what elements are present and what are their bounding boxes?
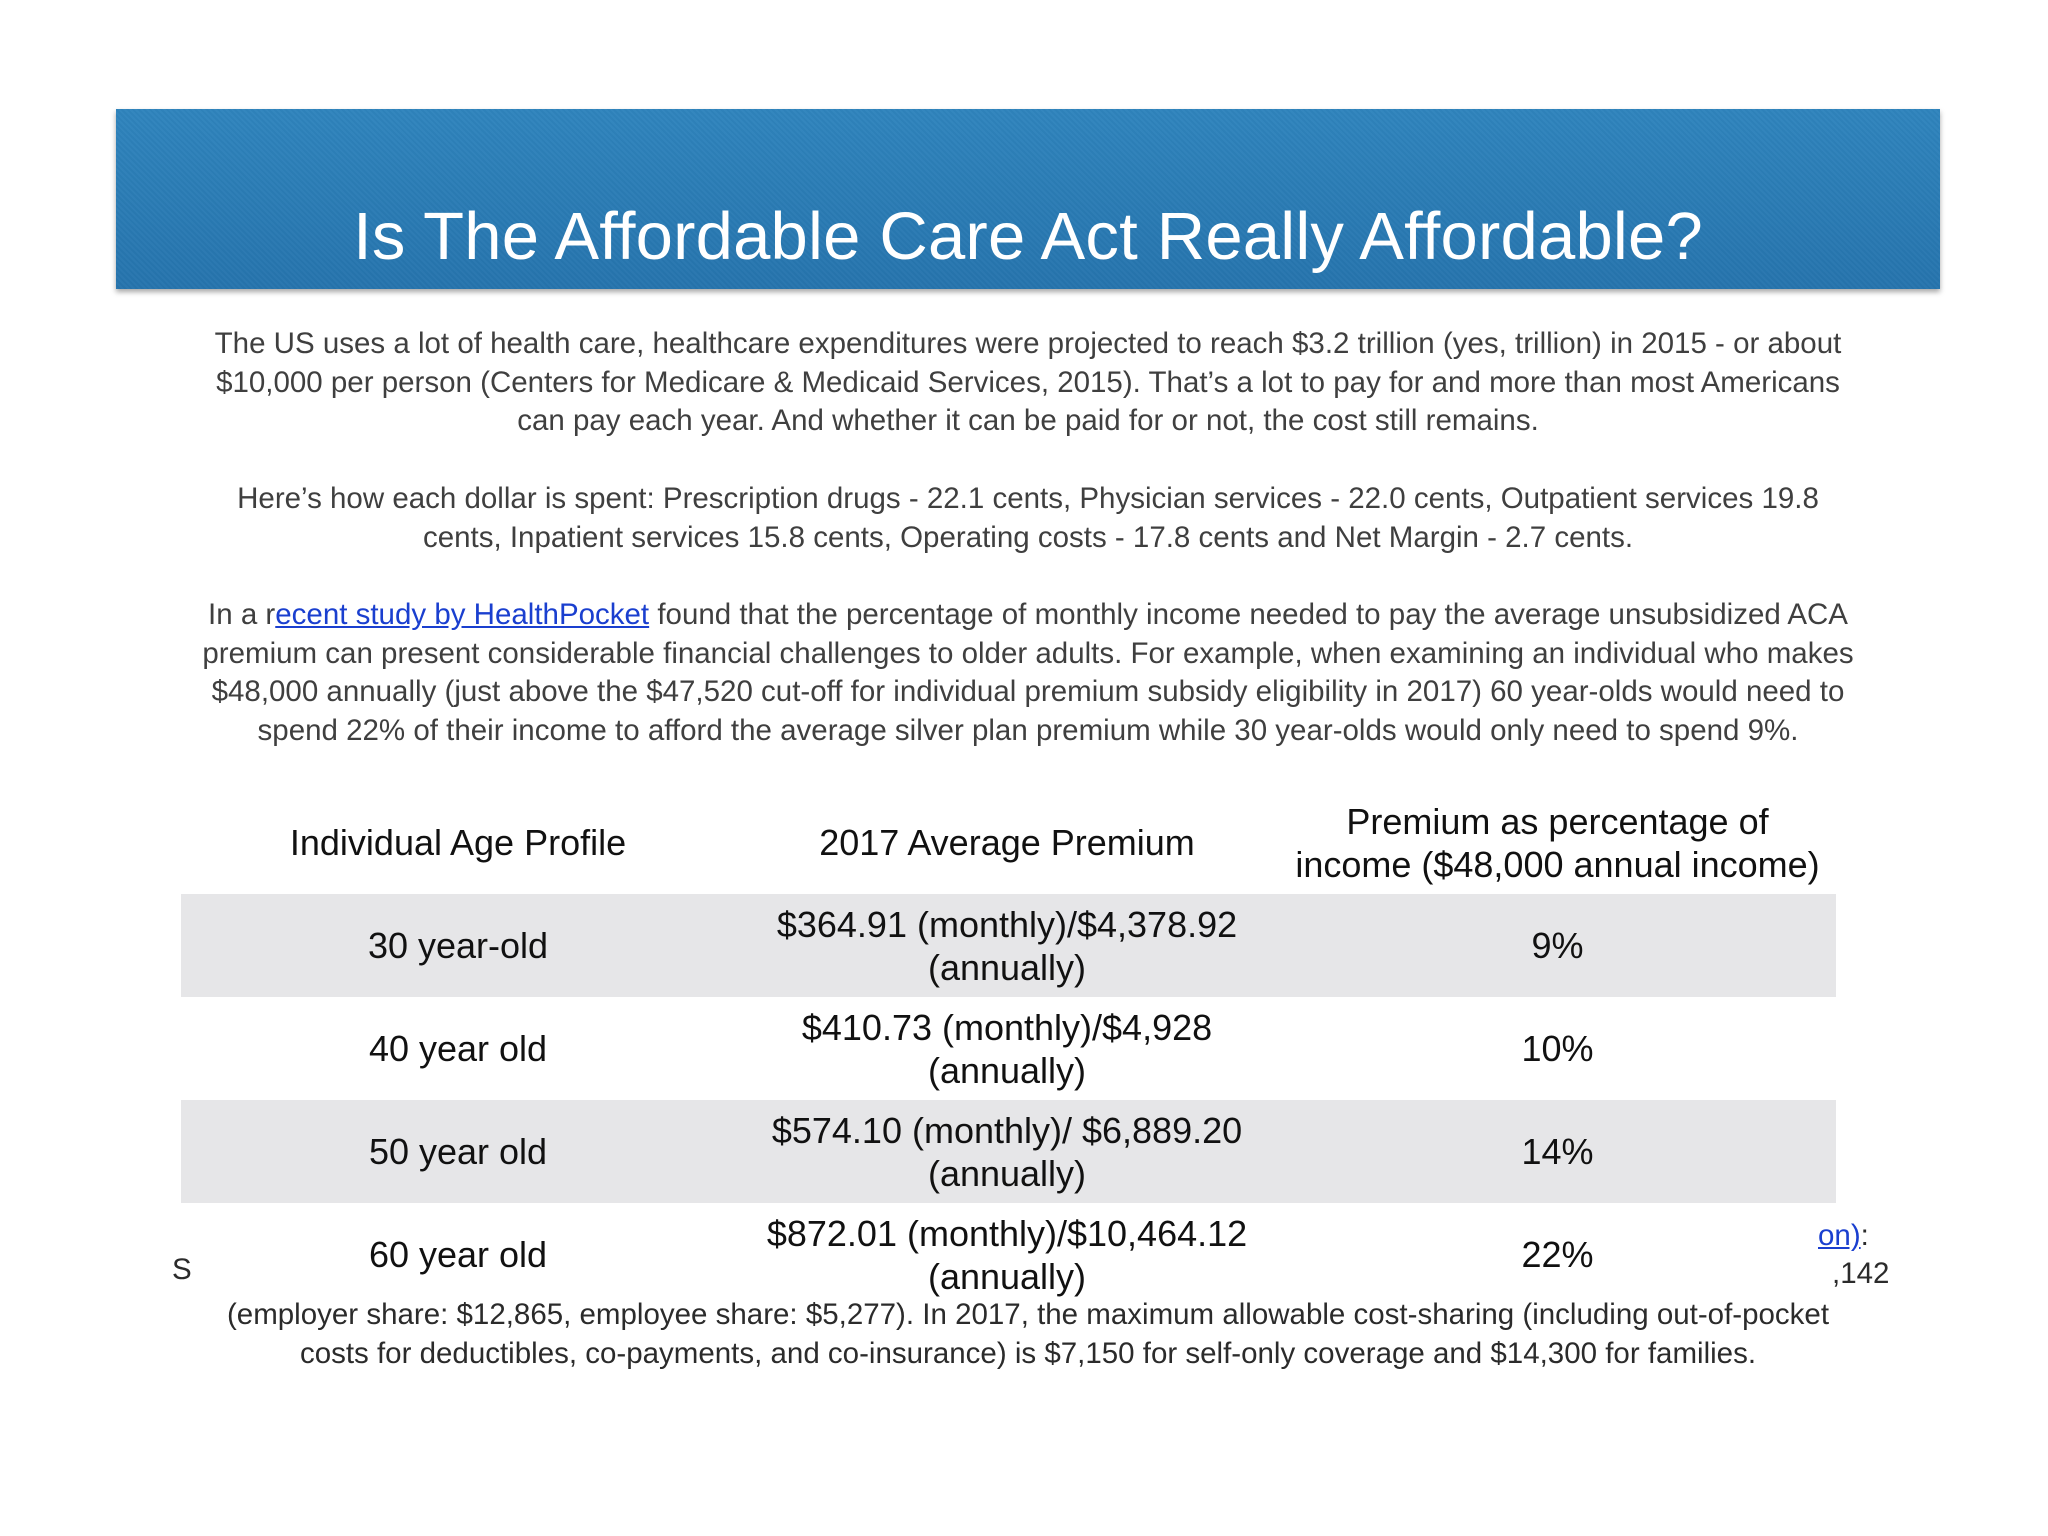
table-row: 40 year old $410.73 (monthly)/$4,928 (an… [181, 997, 1836, 1100]
cell-premium: $410.73 (monthly)/$4,928 (annually) [735, 1006, 1279, 1092]
obscured-link-fragment[interactable]: on): [1818, 1219, 1869, 1253]
cell-premium: $574.10 (monthly)/ $6,889.20 (annually) [735, 1109, 1279, 1195]
link-colon: : [1860, 1219, 1869, 1252]
header-average-premium: 2017 Average Premium [735, 821, 1279, 864]
age-value: 30 year-old [367, 925, 549, 966]
spending-line: Here’s how each dollar is spent: Prescri… [237, 482, 1819, 515]
cell-premium: $872.01 (monthly)/$10,464.12 (annually) [735, 1212, 1279, 1298]
header-age-profile: Individual Age Profile [181, 821, 735, 864]
intro-paragraph: The US uses a lot of health care, health… [116, 325, 1940, 441]
premium-period: (annually) [927, 1152, 1087, 1194]
cell-age: 60 year old [181, 1233, 735, 1276]
cell-age: 50 year old [181, 1130, 735, 1173]
slide-title: Is The Affordable Care Act Really Afford… [353, 199, 1703, 274]
table-header-row: Individual Age Profile 2017 Average Prem… [181, 791, 1836, 894]
cell-percent: 14% [1279, 1130, 1836, 1173]
age-value: 50 year old [368, 1131, 548, 1172]
premium-period: (annually) [927, 1255, 1087, 1297]
intro-line: $10,000 per person (Centers for Medicare… [216, 365, 1840, 399]
cost-sharing-line: (employer share: $12,865, employee share… [226, 1298, 1830, 1331]
premium-value: $410.73 (monthly)/$4,928 [801, 1006, 1213, 1048]
percent-value: 14% [1521, 1131, 1594, 1172]
cell-percent: 9% [1279, 924, 1836, 967]
study-line: $48,000 annually (just above the $47,520… [211, 675, 1845, 709]
cost-sharing-paragraph: (employer share: $12,865, employee share… [116, 1296, 1940, 1373]
intro-line: The US uses a lot of health care, health… [214, 327, 1842, 360]
obscured-number-fragment: ,142 [1832, 1257, 1890, 1290]
obscured-text-fragment: S [172, 1253, 192, 1286]
title-banner: Is The Affordable Care Act Really Afford… [116, 109, 1940, 289]
header-percent-line: income ($48,000 annual income) [1295, 843, 1820, 885]
source-link[interactable]: on) [1818, 1219, 1861, 1252]
spending-paragraph: Here’s how each dollar is spent: Prescri… [116, 480, 1940, 557]
cell-age: 40 year old [181, 1027, 735, 1070]
spending-line: cents, Inpatient services 15.8 cents, Op… [422, 520, 1634, 554]
study-paragraph: In a recent study by HealthPocket found … [116, 596, 1940, 751]
premium-value: $574.10 (monthly)/ $6,889.20 [771, 1109, 1243, 1151]
study-suffix: found that the percentage of monthly inc… [649, 598, 1848, 631]
premium-value: $364.91 (monthly)/$4,378.92 [776, 903, 1238, 945]
study-prefix: In a r [208, 598, 276, 631]
intro-line: can pay each year. And whether it can be… [517, 404, 1539, 438]
study-line-first: In a recent study by HealthPocket found … [116, 596, 1940, 635]
table-row: 30 year-old $364.91 (monthly)/$4,378.92 … [181, 894, 1836, 997]
cell-percent: 22% [1279, 1233, 1836, 1276]
header-percent-line: Premium as percentage of [1346, 800, 1769, 842]
study-line: premium can present considerable financi… [202, 636, 1854, 670]
percent-value: 9% [1531, 925, 1584, 966]
cost-sharing-line: costs for deductibles, co-payments, and … [299, 1336, 1757, 1370]
table-row: 60 year old $872.01 (monthly)/$10,464.12… [181, 1203, 1836, 1306]
study-line: spend 22% of their income to afford the … [257, 714, 1799, 748]
header-premium-label: 2017 Average Premium [819, 822, 1195, 863]
percent-value: 22% [1521, 1234, 1594, 1275]
cell-premium: $364.91 (monthly)/$4,378.92 (annually) [735, 903, 1279, 989]
table-row: 50 year old $574.10 (monthly)/ $6,889.20… [181, 1100, 1836, 1203]
header-age-label: Individual Age Profile [289, 822, 627, 863]
cell-age: 30 year-old [181, 924, 735, 967]
premium-table: Individual Age Profile 2017 Average Prem… [181, 791, 1836, 1306]
premium-value: $872.01 (monthly)/$10,464.12 [766, 1212, 1248, 1254]
cell-percent: 10% [1279, 1027, 1836, 1070]
healthpocket-study-link[interactable]: ecent study by HealthPocket [275, 598, 650, 631]
age-value: 40 year old [368, 1028, 548, 1069]
header-premium-percentage: Premium as percentage of income ($48,000… [1279, 800, 1836, 886]
age-value: 60 year old [368, 1234, 548, 1275]
percent-value: 10% [1521, 1028, 1594, 1069]
premium-period: (annually) [927, 946, 1087, 988]
premium-period: (annually) [927, 1049, 1087, 1091]
